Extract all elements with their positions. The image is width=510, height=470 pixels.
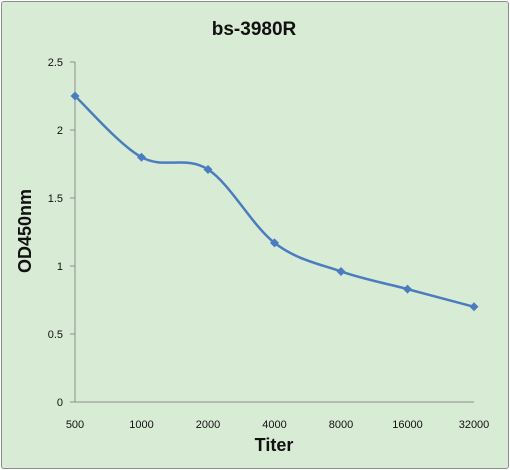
y-tick-label: 0.5 xyxy=(48,329,63,341)
data-point-marker xyxy=(203,164,213,174)
x-tick-label: 4000 xyxy=(262,419,286,431)
y-tick-label: 1 xyxy=(57,261,63,273)
data-point-marker xyxy=(270,238,279,248)
y-tick-group: 0 0.5 1 1.5 2 2.5 xyxy=(48,57,75,409)
data-point-marker xyxy=(336,266,346,276)
x-tick-label: 2000 xyxy=(196,419,220,431)
x-axis-title: Titer xyxy=(255,435,294,455)
x-tick-label: 16000 xyxy=(392,419,423,431)
x-tick-label: 1000 xyxy=(129,419,153,431)
y-axis-title: OD450nm xyxy=(15,189,35,273)
x-tick-label: 8000 xyxy=(329,419,353,431)
y-tick-label: 0 xyxy=(57,397,63,409)
x-tick-label: 500 xyxy=(66,419,84,431)
y-tick-label: 2.5 xyxy=(48,57,63,69)
y-tick-label: 2 xyxy=(57,125,63,137)
chart-title: bs-3980R xyxy=(212,19,297,40)
series-line xyxy=(74,95,475,309)
x-tick-label: 32000 xyxy=(459,419,490,431)
data-point-marker xyxy=(137,152,146,162)
data-point-marker xyxy=(70,91,80,101)
marker-group xyxy=(70,91,479,312)
data-point-marker xyxy=(469,302,479,312)
y-tick-label: 1.5 xyxy=(48,193,63,205)
x-tick-group: 500 1000 2000 4000 8000 16000 32000 xyxy=(66,419,489,431)
data-point-marker xyxy=(403,284,412,294)
